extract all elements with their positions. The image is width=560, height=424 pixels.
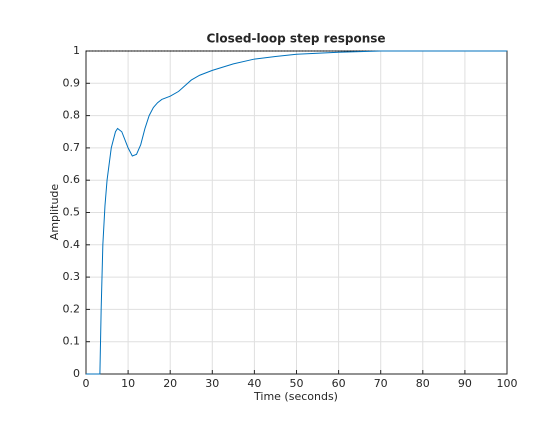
x-tick-label: 90: [458, 377, 472, 390]
x-tick-label: 60: [332, 377, 346, 390]
x-tick-label: 40: [247, 377, 261, 390]
data-line: [86, 50, 507, 375]
y-tick-label: 0.4: [63, 238, 81, 251]
y-tick-label: 0.5: [63, 206, 81, 219]
y-tick-label: 0.1: [63, 335, 81, 348]
x-tick-label: 10: [121, 377, 135, 390]
y-tick-label: 0: [73, 367, 80, 380]
y-tick-label: 1: [73, 44, 80, 57]
y-axis-label: Amplitude: [48, 184, 61, 241]
x-tick-label: 100: [497, 377, 518, 390]
x-tick-label: 0: [83, 377, 90, 390]
x-tick-label: 80: [416, 377, 430, 390]
y-tick-label: 0.2: [63, 302, 81, 315]
x-tick-label: 50: [290, 377, 304, 390]
x-tick-label: 70: [374, 377, 388, 390]
x-tick-label: 20: [163, 377, 177, 390]
y-tick-label: 0.8: [63, 109, 81, 122]
x-axis-label: Time (seconds): [253, 390, 338, 403]
y-tick-label: 0.7: [63, 141, 81, 154]
y-tick-label: 0.9: [63, 76, 81, 89]
x-tick-label: 30: [205, 377, 219, 390]
y-tick-label: 0.6: [63, 173, 81, 186]
chart-title: Closed-loop step response: [206, 32, 385, 46]
y-tick-label: 0.3: [63, 270, 81, 283]
